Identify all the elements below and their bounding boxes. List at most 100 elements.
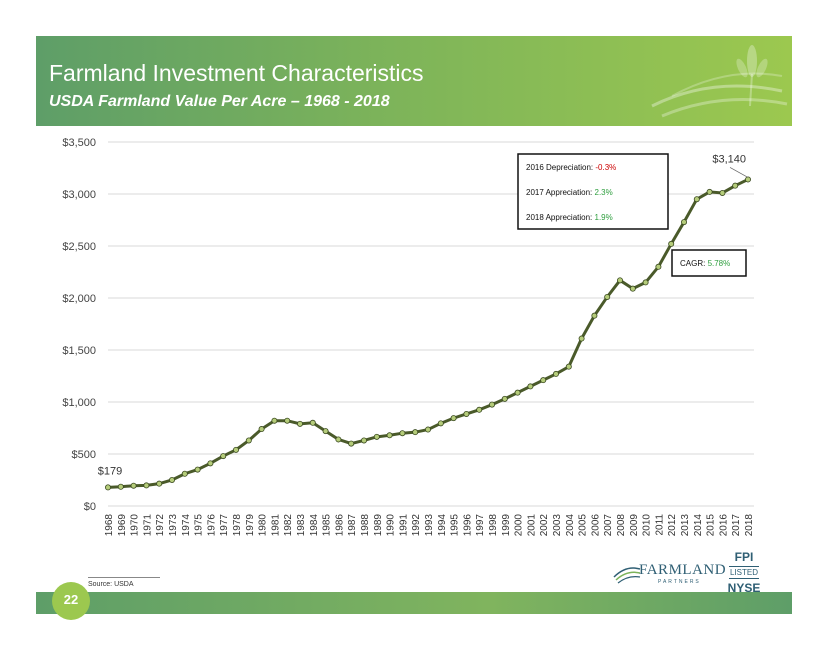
- x-tick-label: 1978: [232, 514, 243, 537]
- data-point: [373, 433, 380, 440]
- data-point: [412, 429, 419, 436]
- data-point: [514, 389, 521, 396]
- ticker-symbol: FPI: [734, 550, 754, 564]
- y-tick-label: $2,000: [62, 293, 96, 305]
- logo-subtext: PARTNERS: [658, 579, 701, 585]
- data-point: [322, 428, 329, 435]
- appreciation-note: 2016 Depreciation: -0.3%: [526, 163, 616, 172]
- x-tick-label: 1993: [424, 514, 435, 537]
- ticker-badge: FPI LISTED NYSE: [726, 550, 762, 595]
- data-point: [745, 176, 752, 183]
- x-tick-label: 1991: [398, 514, 409, 537]
- page-subtitle: USDA Farmland Value Per Acre – 1968 - 20…: [49, 93, 390, 110]
- x-tick-label: 2015: [706, 514, 717, 537]
- x-tick-label: 1970: [130, 514, 141, 537]
- data-point: [617, 277, 624, 284]
- farmland-partners-logo-icon: [613, 567, 641, 584]
- y-tick-label: $500: [72, 449, 96, 461]
- x-tick-label: 2004: [565, 514, 576, 537]
- data-point: [540, 377, 547, 384]
- x-tick-label: 1974: [181, 514, 192, 537]
- x-tick-label: 2008: [616, 514, 627, 537]
- y-tick-label: $3,000: [62, 189, 96, 201]
- x-tick-label: 2005: [578, 514, 589, 537]
- data-point: [706, 188, 713, 195]
- source-divider: [88, 577, 160, 578]
- data-point: [565, 363, 572, 370]
- data-point: [309, 419, 316, 426]
- x-tick-label: 1995: [450, 514, 461, 537]
- x-tick-label: 2012: [667, 514, 678, 537]
- data-point: [655, 263, 662, 270]
- data-point: [296, 420, 303, 427]
- data-point: [360, 437, 367, 444]
- wheat-decoration-icon: [651, 45, 788, 118]
- appreciation-note: 2018 Appreciation: 1.9%: [526, 213, 613, 222]
- x-tick-label: 2002: [539, 514, 550, 537]
- x-tick-label: 2013: [680, 514, 691, 537]
- x-tick-label: 1983: [296, 514, 307, 537]
- x-tick-label: 2003: [552, 514, 563, 537]
- x-tick-label: 2007: [603, 514, 614, 537]
- data-point: [156, 480, 163, 487]
- x-tick-label: 2014: [693, 514, 704, 537]
- x-tick-label: 1982: [283, 514, 294, 537]
- footer-bar: [36, 592, 792, 614]
- x-tick-label: 2010: [642, 514, 653, 537]
- data-point: [194, 466, 201, 473]
- data-point: [476, 406, 483, 413]
- x-tick-label: 1992: [411, 514, 422, 537]
- x-tick-label: 2006: [590, 514, 601, 537]
- data-point: [463, 410, 470, 417]
- data-point: [386, 432, 393, 439]
- x-tick-label: 1984: [309, 514, 320, 537]
- x-tick-label: 1996: [462, 514, 473, 537]
- x-tick-label: 1999: [501, 514, 512, 537]
- x-tick-label: 1971: [142, 514, 153, 537]
- data-point: [681, 219, 688, 226]
- x-tick-label: 1979: [245, 514, 256, 537]
- x-tick-label: 1972: [155, 514, 166, 537]
- data-point: [284, 417, 291, 424]
- x-tick-label: 2016: [718, 514, 729, 537]
- data-point: [258, 426, 265, 433]
- y-tick-label: $1,500: [62, 345, 96, 357]
- x-tick-label: 1977: [219, 514, 230, 537]
- ticker-listed: LISTED: [729, 566, 759, 579]
- data-point: [553, 370, 560, 377]
- data-point: [591, 312, 598, 319]
- data-point: [130, 482, 137, 489]
- data-point: [399, 430, 406, 437]
- last-value-label: $3,140: [712, 153, 746, 165]
- data-point: [348, 440, 355, 447]
- data-point: [488, 401, 495, 408]
- x-tick-label: 2001: [526, 514, 537, 537]
- x-tick-label: 2009: [629, 514, 640, 537]
- page-title: Farmland Investment Characteristics: [49, 60, 424, 86]
- x-tick-label: 1981: [270, 514, 281, 537]
- x-tick-label: 1975: [194, 514, 205, 537]
- first-value-label: $179: [98, 465, 122, 477]
- x-tick-label: 1989: [373, 514, 384, 537]
- data-point: [335, 436, 342, 443]
- x-tick-label: 2018: [744, 514, 755, 537]
- data-point: [168, 476, 175, 483]
- x-tick-label: 1969: [117, 514, 128, 537]
- x-tick-label: 1985: [322, 514, 333, 537]
- x-tick-label: 1988: [360, 514, 371, 537]
- data-point: [424, 426, 431, 433]
- data-point: [732, 182, 739, 189]
- source-note: Source: USDA: [88, 581, 134, 588]
- appreciation-box: [517, 153, 669, 230]
- x-tick-label: 1994: [437, 514, 448, 537]
- x-tick-label: 2011: [654, 514, 665, 536]
- x-tick-label: 1986: [334, 514, 345, 537]
- x-tick-label: 1990: [386, 514, 397, 537]
- data-point: [271, 417, 278, 424]
- x-tick-label: 2017: [731, 514, 742, 537]
- x-tick-label: 1976: [206, 514, 217, 537]
- y-tick-label: $2,500: [62, 241, 96, 253]
- data-point: [629, 285, 636, 292]
- cagr-note: CAGR: 5.78%: [680, 259, 730, 268]
- cagr-box: [671, 249, 747, 277]
